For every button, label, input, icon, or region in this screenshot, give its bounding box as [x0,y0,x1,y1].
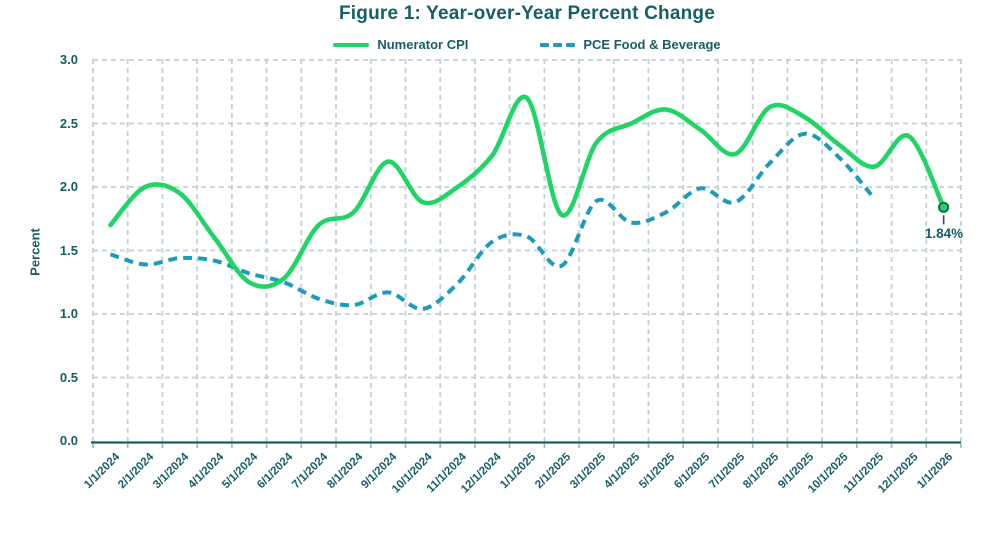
y-tick-label: 0.5 [59,369,78,385]
legend-dashed-line-swatch [540,42,576,47]
y-tick-label: 1.0 [59,306,78,321]
series-line-numerator-cpi [108,94,946,289]
y-tick-label: 2.5 [59,115,78,131]
chart-title: Figure 1: Year-over-Year Percent Change [339,3,715,24]
series-line-pce-food-beverage [109,131,876,311]
last-point-annotation: 1.84% [924,226,964,241]
legend: Numerator CPI PCE Food & Beverage [93,37,961,52]
y-tick-label: 2.0 [59,179,78,194]
y-tick-label: 3.0 [59,52,78,67]
legend-item-numerator-cpi: Numerator CPI [333,37,468,52]
legend-item-pce-food-beverage: PCE Food & Beverage [540,37,721,52]
legend-label-pce-food-beverage: PCE Food & Beverage [583,37,721,52]
y-tick-label: 0.0 [59,433,78,448]
y-tick-label: 1.5 [59,242,78,258]
legend-solid-line-swatch [333,42,370,47]
legend-label-numerator-cpi: Numerator CPI [377,37,469,52]
end-marker [938,201,950,213]
